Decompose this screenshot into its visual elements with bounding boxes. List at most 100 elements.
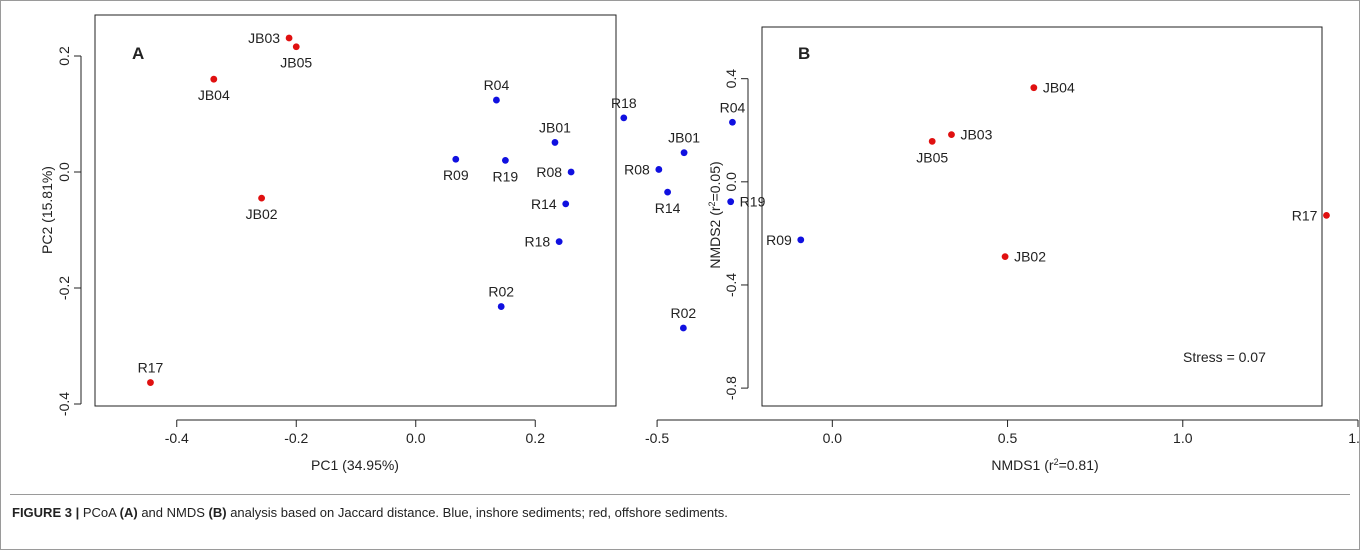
panel-a-point-r08	[567, 168, 575, 176]
panel-a-letter: A	[132, 44, 144, 63]
panel-a-x-tick-label: 0.2	[526, 430, 546, 446]
panel-a-point-label: JB02	[246, 206, 278, 222]
panel-a-point-jb02	[258, 194, 265, 202]
panel-b-x-label-sup: 2	[1054, 457, 1059, 467]
panel-b-plot-frame	[761, 26, 1323, 407]
panel-b-point-jb05	[928, 137, 936, 145]
panel-b-point-label: JB03	[960, 127, 992, 143]
panel-b-point-r14	[664, 188, 672, 196]
panel-b-point-label: R08	[624, 161, 650, 177]
panel-b-x-label-main: NMDS1 (r	[991, 457, 1054, 473]
panel-b-x-tick-label: -0.5	[645, 430, 669, 446]
panel-a-point-label: R08	[536, 164, 562, 180]
caption-figure-label: FIGURE 3 |	[12, 505, 80, 520]
panel-b-y-axis: -0.8 -0.4 0.0 0.4	[723, 69, 749, 400]
panel-a-point-r18	[555, 238, 563, 246]
panel-a-x-tick-label: -0.2	[284, 430, 308, 446]
caption-text-1: PCoA	[79, 505, 120, 520]
caption-panel-a-ref: (A)	[119, 505, 138, 520]
panel-a-point-jb04	[210, 75, 218, 83]
caption-panel-b-ref: (B)	[208, 505, 227, 520]
panel-b-point-r18	[620, 114, 628, 122]
panel-a-point-r17	[147, 379, 154, 386]
panel-a-point-label: R02	[488, 284, 514, 300]
panel-a-point-label: JB05	[280, 55, 312, 71]
panel-a-y-tick-label: -0.2	[56, 276, 72, 300]
panel-b-x-label-tail: =0.81)	[1059, 457, 1099, 473]
panel-a-point-r19	[501, 157, 509, 164]
panel-a-x-tick-label: 0.0	[406, 430, 426, 446]
panel-a-point-label: R17	[138, 360, 164, 376]
panel-a-y-tick-label: -0.4	[56, 392, 72, 416]
panel-a-point-label: JB01	[539, 119, 571, 135]
panel-a-x-tick-label: -0.4	[165, 430, 189, 446]
panel-b-point-label: R14	[655, 200, 681, 216]
panel-b-point-r17	[1323, 211, 1330, 219]
panel-b-point-label: R04	[720, 99, 746, 115]
panel-b-x-axis-label: NMDS1 (r2=0.81)	[991, 457, 1098, 473]
panel-b-x-tick-label: 0.5	[998, 430, 1018, 446]
panel-b-y-tick-label: 0.0	[723, 172, 739, 192]
panel-a-point-r14	[562, 200, 570, 208]
panel-a-pcoa: A -0.4 -0.2 0.0 0.2 -0.4 -0.2 0.0 0.2 JB03JB05…	[39, 14, 617, 473]
panel-b-point-r09	[797, 236, 805, 244]
panel-a-point-r04	[493, 96, 500, 104]
panel-a-plot-frame	[94, 14, 617, 407]
panel-a-y-tick-label: 0.0	[56, 162, 72, 182]
panel-b-stress-annotation: Stress = 0.07	[1183, 349, 1266, 365]
caption-text-2: and NMDS	[137, 505, 209, 520]
figure-caption: FIGURE 3 | PCoA (A) and NMDS (B) analysi…	[12, 505, 728, 520]
panel-a-point-r02	[497, 303, 505, 310]
panel-b-x-tick-label: 0.0	[823, 430, 843, 446]
panel-b-point-label: R02	[671, 305, 697, 321]
panel-b-point-label: R09	[766, 232, 792, 248]
panel-b-x-tick-label: 1.0	[1173, 430, 1193, 446]
panel-a-y-axis-label: PC2 (15.81%)	[39, 166, 55, 254]
panel-b-point-r02	[679, 324, 687, 332]
panel-b-y-axis-label: NMDS2 (r2=0.05)	[707, 161, 723, 268]
panel-b-point-label: JB01	[668, 130, 700, 146]
panel-b-y-tick-label: -0.8	[723, 376, 739, 400]
panel-b-point-r08	[655, 166, 663, 173]
panel-a-x-axis-label: PC1 (34.95%)	[311, 457, 399, 473]
panel-b-point-label: JB02	[1014, 249, 1046, 265]
panel-b-y-label-main: NMDS2 (r	[707, 206, 723, 269]
panel-a-x-axis: -0.4 -0.2 0.0 0.2	[165, 419, 546, 446]
panel-b-point-label: JB05	[916, 149, 948, 165]
panel-a-point-label: R09	[443, 167, 469, 183]
panel-a-point-jb01	[551, 139, 559, 146]
panel-a-point-r09	[452, 155, 460, 163]
panel-a-point-label: R14	[531, 196, 557, 212]
panel-b-x-axis: -0.5 0.0 0.5 1.0 1.5	[645, 419, 1360, 446]
panel-b-y-tick-label: 0.4	[723, 69, 739, 89]
panel-b-point-label: R19	[740, 194, 766, 210]
panel-a-point-label: R04	[484, 77, 510, 93]
panel-b-point-jb01	[680, 149, 688, 157]
panel-b-letter: B	[798, 44, 810, 63]
panel-a-point-label: JB03	[248, 30, 280, 46]
panel-b-point-label: JB04	[1043, 80, 1075, 96]
panel-a-point-label: R18	[524, 234, 550, 250]
panel-b-nmds: B -0.50.00.51.01.5 -0.8-0.40.00.4 JB04JB…	[611, 26, 1360, 473]
panel-b-point-label: R17	[1292, 207, 1318, 223]
panel-a-point-jb03	[285, 34, 293, 42]
panel-b-point-r04	[729, 118, 736, 126]
panel-b-points: JB04 JB03 JB05 R17 JB02 R18 R04 JB01 R08 R14 R19 R0…	[611, 80, 1330, 332]
panel-a-point-jb05	[292, 43, 300, 51]
panel-a-y-axis: -0.4 -0.2 0.0 0.2	[56, 46, 82, 416]
panel-b-y-label-sup: 2	[707, 201, 717, 206]
panel-b-y-tick-label: -0.4	[723, 273, 739, 297]
panel-b-point-jb03	[948, 131, 955, 139]
panel-b-point-r19	[727, 198, 735, 206]
caption-divider	[10, 494, 1350, 495]
caption-text-3: analysis based on Jaccard distance. Blue…	[226, 505, 728, 520]
panel-b-x-tick-label: 1.5	[1348, 430, 1360, 446]
panel-b-point-label: R18	[611, 95, 637, 111]
panel-a-point-label: JB04	[198, 87, 230, 103]
panel-b-point-jb02	[1001, 253, 1009, 260]
panel-a-point-label: R19	[493, 168, 519, 184]
panel-a-y-tick-label: 0.2	[56, 46, 72, 66]
panel-b-point-jb04	[1030, 84, 1038, 92]
